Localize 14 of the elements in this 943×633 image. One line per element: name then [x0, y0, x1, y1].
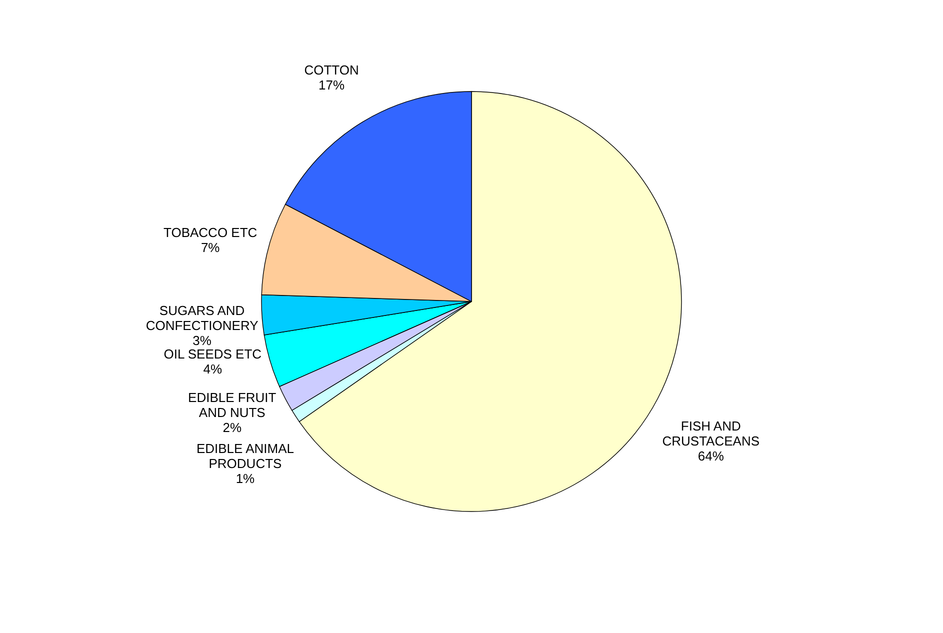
slice-label: TOBACCO ETC	[163, 225, 258, 240]
slice-label: OIL SEEDS ETC	[164, 346, 262, 362]
data-label: 3%	[192, 332, 212, 348]
slice-label: EDIBLE ANIMAL PRODUCTS	[196, 440, 294, 471]
data-label: 1%	[236, 470, 256, 486]
data-label: 64%	[698, 448, 724, 464]
data-label: 2%	[222, 420, 242, 435]
slice-label: FISH AND CRUSTACEANS	[662, 418, 760, 448]
data-label: 7%	[200, 240, 220, 256]
slice-label: SUGARS AND CONFECTIONERY	[146, 302, 259, 333]
data-label: 17%	[318, 78, 345, 93]
slice-label: COTTON	[304, 62, 359, 78]
slice-label: EDIBLE FRUIT AND NUTS	[188, 390, 276, 420]
data-label: 4%	[203, 361, 222, 376]
